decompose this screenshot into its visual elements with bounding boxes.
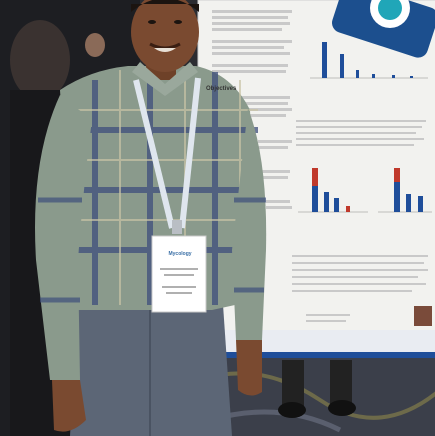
- poster-heading: Objectives: [206, 86, 237, 92]
- man-hair: [131, 0, 199, 12]
- poster-author-photo: [414, 306, 432, 326]
- poster-text-lines: [212, 10, 428, 322]
- person-left-hair: [10, 20, 70, 100]
- poster-footer-bar: [198, 352, 435, 358]
- man-arm-right: [232, 108, 267, 340]
- man-hand-right: [236, 340, 262, 396]
- poster-chart-middle-left: [298, 168, 368, 213]
- man-arm-left: [35, 95, 92, 380]
- poster-footer: [198, 330, 435, 355]
- man-hand-left: [52, 380, 86, 432]
- lanyard-right: [179, 77, 201, 229]
- background-person-head: [85, 33, 105, 57]
- poster-chart-middle-right: [378, 168, 432, 213]
- man-face: [131, 0, 199, 72]
- poster-chart-top: [310, 42, 428, 79]
- background-legs: [282, 360, 304, 410]
- badge-logo-text: Mycology: [168, 251, 192, 257]
- lanyard-left: [133, 79, 175, 229]
